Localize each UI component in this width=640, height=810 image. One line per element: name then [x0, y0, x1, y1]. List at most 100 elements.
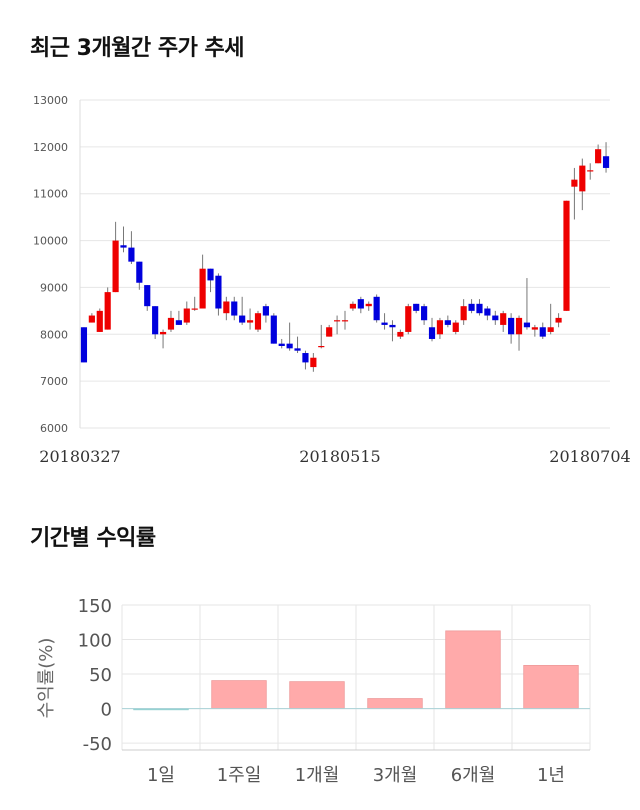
candle — [579, 158, 586, 211]
candle — [167, 310, 175, 332]
candle — [278, 338, 285, 349]
candle-body — [579, 165, 586, 192]
candle — [215, 273, 222, 316]
candle — [96, 308, 103, 332]
candle — [452, 320, 459, 335]
candle — [318, 324, 325, 349]
y-tick-label: 150 — [78, 596, 112, 617]
x-tick-label: 20180704 — [549, 447, 630, 466]
candle — [571, 167, 578, 220]
candle — [484, 306, 491, 321]
candle-body — [492, 315, 499, 321]
candle-body — [555, 317, 562, 323]
y-tick-label: 6000 — [40, 422, 68, 435]
x-tick-label: 1일 — [147, 765, 175, 786]
candle — [334, 315, 341, 335]
bar — [367, 698, 423, 709]
candle-body — [199, 268, 206, 309]
candle — [159, 329, 167, 349]
candle-body — [428, 327, 436, 339]
candle — [286, 322, 293, 351]
candle-body — [80, 327, 88, 363]
candle — [421, 303, 428, 325]
candle-body — [223, 301, 230, 314]
x-tick-label: 20180327 — [39, 447, 120, 466]
candle — [104, 287, 111, 330]
bar — [211, 680, 267, 709]
candle-body — [523, 322, 531, 328]
candle-body — [310, 357, 317, 368]
candle — [136, 261, 143, 290]
candle — [357, 296, 364, 314]
candle-body — [365, 303, 372, 307]
candle-body — [246, 320, 254, 323]
candle-body — [468, 303, 475, 311]
candle-body — [152, 306, 159, 335]
price-trend-title: 최근 3개월간 주가 추세 — [30, 36, 244, 61]
candle-body — [159, 331, 167, 335]
y-tick-label: 9000 — [40, 281, 68, 294]
y-tick-label: 8000 — [40, 328, 68, 341]
candle — [246, 308, 254, 330]
period-returns-title: 기간별 수익률 — [30, 526, 156, 551]
candle — [183, 301, 190, 325]
candle-body — [539, 327, 546, 337]
candle — [112, 221, 119, 293]
candle-body — [175, 320, 182, 325]
candle-body — [144, 285, 151, 307]
candle-body — [318, 346, 325, 348]
candle-body — [254, 313, 262, 330]
candle — [191, 296, 198, 311]
candle — [405, 303, 412, 335]
price-trend-chart: 13000 12000 11000 10000 9000 8000 7000 6000 2018… — [33, 94, 631, 466]
x-tick-label: 1년 — [537, 765, 565, 786]
candle — [413, 303, 420, 314]
candle — [508, 313, 515, 344]
candle-body — [397, 331, 404, 337]
candle — [175, 310, 182, 325]
candle-body — [128, 247, 135, 262]
candle — [120, 226, 127, 253]
candle — [515, 315, 523, 351]
y-tick-label: 50 — [89, 665, 112, 686]
candle — [365, 301, 372, 311]
candle — [539, 322, 546, 339]
candle-body — [389, 324, 396, 328]
candle-body — [381, 322, 388, 325]
candle — [88, 313, 95, 323]
candle-body — [167, 317, 175, 330]
candle-body — [136, 261, 143, 283]
y-tick-label: 11000 — [33, 188, 68, 201]
candle — [468, 299, 475, 314]
candle — [500, 310, 507, 332]
candle-body — [452, 322, 459, 332]
candle-body — [484, 308, 491, 316]
candle — [373, 294, 380, 323]
candle-body — [207, 268, 214, 281]
candle-body — [373, 296, 380, 321]
candle-body — [405, 306, 412, 332]
candle — [476, 299, 483, 316]
x-tick-label: 1개월 — [295, 765, 340, 786]
candle-body — [421, 306, 428, 321]
candle-body — [302, 353, 309, 363]
candle — [223, 296, 230, 321]
candle-body — [515, 317, 523, 335]
candle — [587, 163, 594, 180]
y-tick-label: 100 — [78, 631, 112, 652]
y-tick-label: 0 — [101, 700, 112, 721]
candle-body — [602, 156, 610, 168]
candle-body — [547, 327, 554, 332]
candle-body — [239, 315, 246, 323]
candle-body — [595, 149, 602, 164]
candle — [428, 317, 436, 342]
x-tick-label: 20180515 — [299, 447, 380, 466]
candle-body — [231, 301, 238, 316]
candle — [381, 313, 388, 330]
candle — [144, 285, 151, 311]
candle — [262, 303, 269, 323]
candle — [254, 310, 262, 332]
candle — [207, 268, 214, 293]
bar — [289, 681, 345, 709]
